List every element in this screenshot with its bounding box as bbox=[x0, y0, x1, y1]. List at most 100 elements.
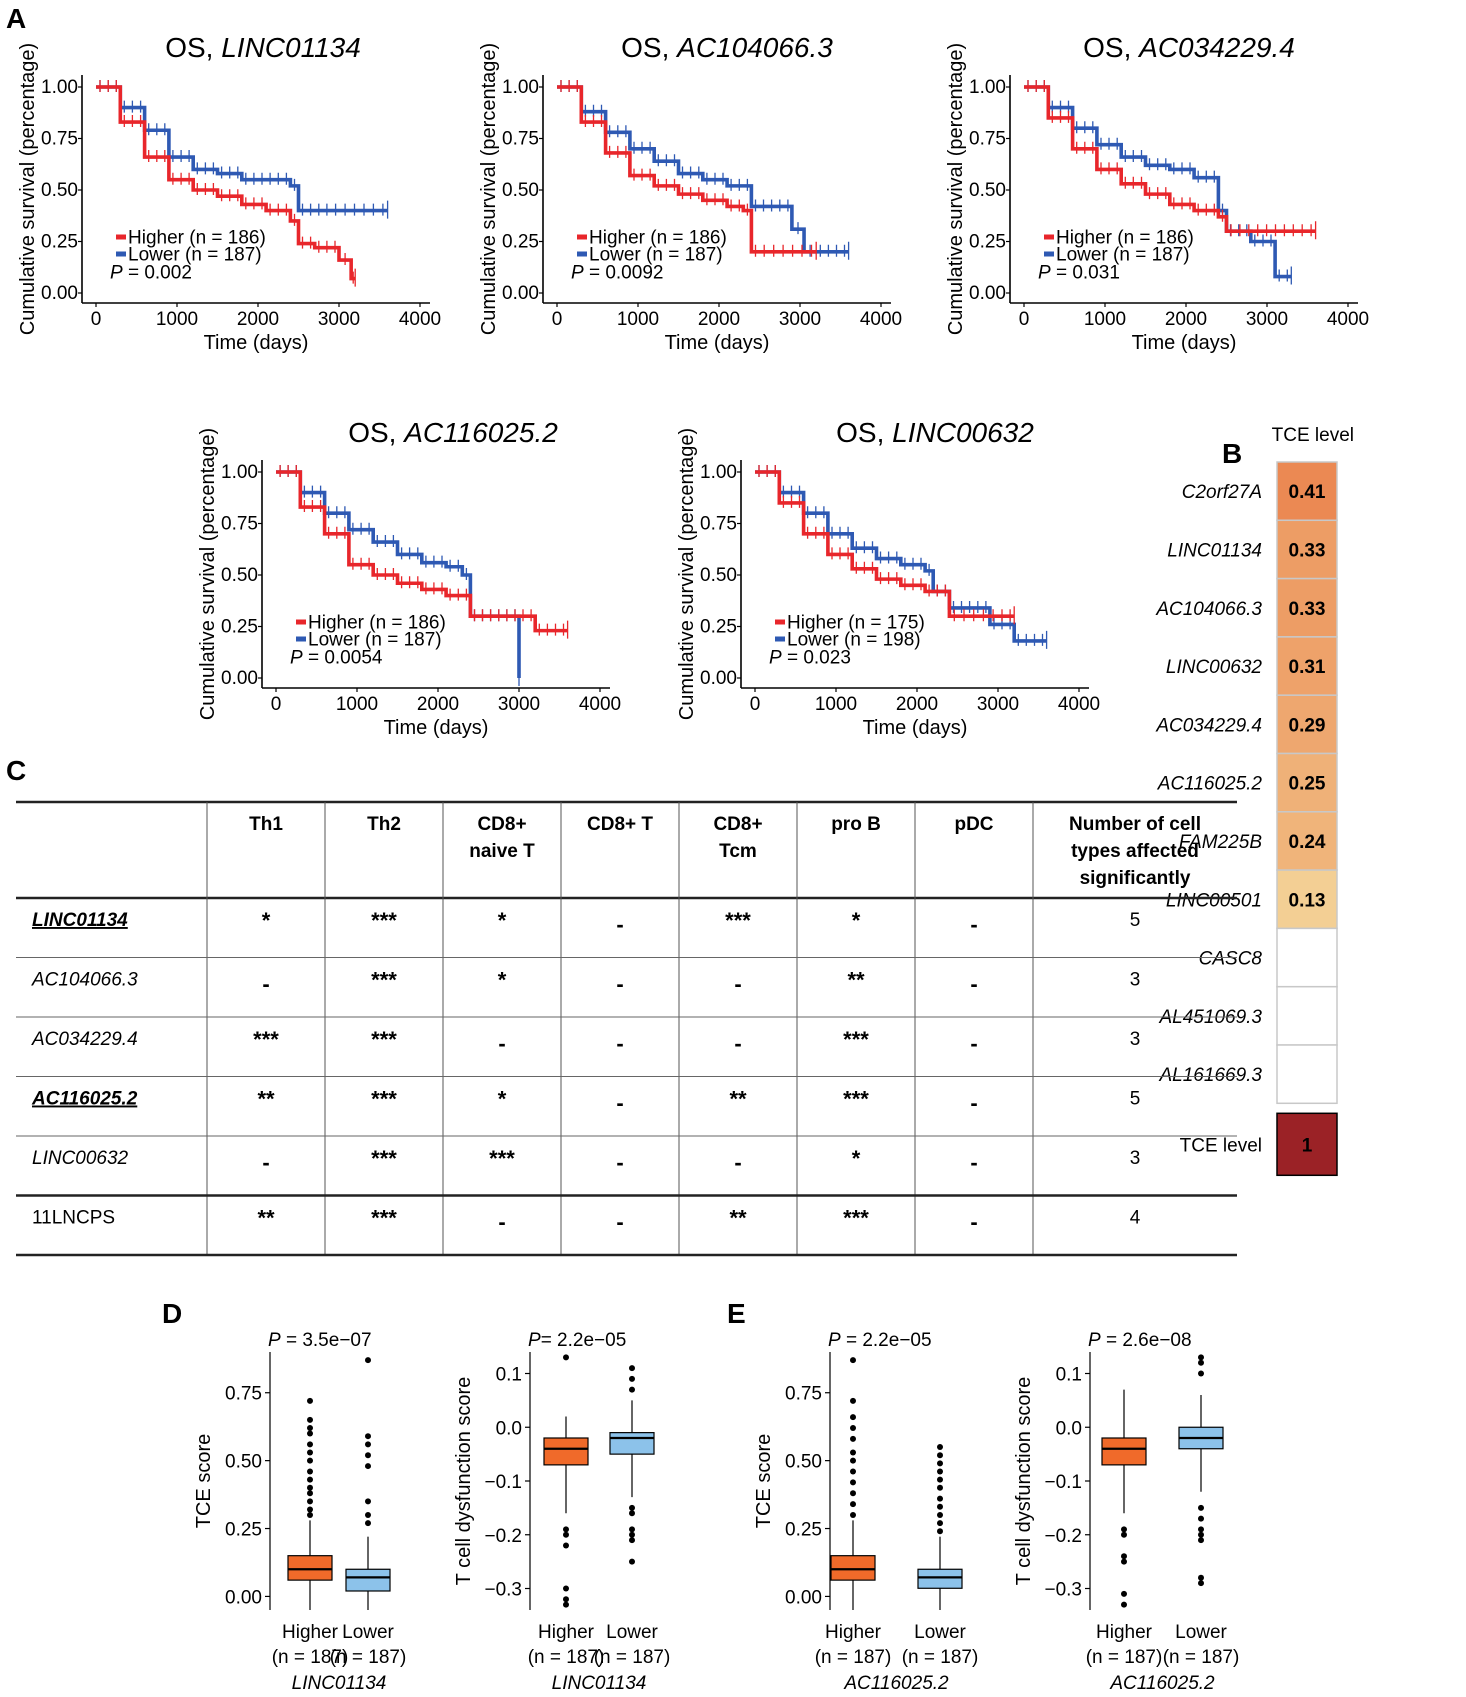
box-outlier bbox=[307, 1430, 313, 1437]
box-outlier bbox=[307, 1397, 313, 1404]
table-cell-significance: * bbox=[262, 908, 271, 933]
heatmap-gene-label: CASC8 bbox=[1199, 949, 1263, 970]
table-column-header: types affected bbox=[1071, 841, 1199, 862]
km-title-prefix: OS, bbox=[836, 417, 892, 448]
box-y-tick-label: 0.00 bbox=[225, 1587, 262, 1608]
box-group-label: Higher bbox=[538, 1622, 595, 1643]
box-outlier bbox=[937, 1528, 943, 1535]
heatmap-cell-label: 0.24 bbox=[1289, 832, 1326, 853]
heatmap-gene-label: AL161669.3 bbox=[1159, 1065, 1263, 1086]
legend-label-higher: Higher (n = 186) bbox=[308, 613, 446, 634]
p-value-text: = 3.5e−07 bbox=[281, 1330, 372, 1351]
box-group-label: Higher bbox=[282, 1622, 339, 1643]
km-y-tick-label: 0.00 bbox=[221, 668, 258, 689]
box-outlier bbox=[365, 1498, 371, 1505]
km-x-tick-label: 4000 bbox=[860, 309, 902, 330]
heatmap-cell bbox=[1276, 1044, 1338, 1105]
p-symbol: P bbox=[528, 1330, 541, 1351]
panel-label-e: E bbox=[727, 1298, 746, 1329]
km-p-value: P = 0.031 bbox=[1038, 263, 1120, 284]
table-cell-significance: *** bbox=[371, 1027, 397, 1052]
km-y-tick-label: 0.50 bbox=[502, 180, 539, 201]
box-y-tick-label: 0.50 bbox=[225, 1452, 262, 1473]
box-outlier bbox=[629, 1558, 635, 1565]
box-group-label: Lower bbox=[1175, 1622, 1227, 1643]
box-outlier bbox=[1198, 1515, 1204, 1522]
box-outlier bbox=[850, 1425, 856, 1432]
box-outlier bbox=[850, 1397, 856, 1404]
table-cell-significance: * bbox=[852, 1146, 861, 1171]
box-outlier bbox=[365, 1452, 371, 1459]
box-outlier bbox=[937, 1476, 943, 1483]
box-y-tick-label: 0.75 bbox=[785, 1384, 822, 1405]
panel-label-a: A bbox=[6, 3, 26, 34]
km-y-tick-label: 0.50 bbox=[700, 565, 737, 586]
legend-label-lower: Lower (n = 198) bbox=[787, 630, 921, 651]
km-y-axis-label: Cumulative survival (percentage) bbox=[197, 428, 219, 720]
table-cell-dash: - bbox=[734, 1031, 741, 1056]
box-outlier bbox=[1121, 1553, 1127, 1560]
box-outlier bbox=[1198, 1537, 1204, 1544]
km-x-axis-label: Time (days) bbox=[384, 717, 489, 739]
km-x-axis-label: Time (days) bbox=[1132, 332, 1237, 354]
km-title-prefix: OS, bbox=[165, 32, 221, 63]
table-column-header: pDC bbox=[954, 814, 993, 835]
box-outlier bbox=[563, 1531, 569, 1538]
heatmap-gene-label: AC034229.4 bbox=[1155, 715, 1262, 736]
km-plot-1: OS, LINC01134 0.00 0.25 0.50 0.75 1.00 0 1000 20… bbox=[17, 32, 441, 354]
box-outlier bbox=[307, 1425, 313, 1432]
box-higher bbox=[287, 1555, 333, 1581]
heatmap-legend-label: TCE level bbox=[1180, 1135, 1262, 1156]
km-y-tick-label: 0.00 bbox=[502, 283, 539, 304]
box-outlier bbox=[850, 1435, 856, 1442]
p-value-text: = 2.6e−08 bbox=[1101, 1330, 1192, 1351]
p-symbol: P bbox=[1038, 263, 1051, 284]
km-title-prefix: OS, bbox=[348, 417, 404, 448]
table-cell-significance: *** bbox=[843, 1087, 869, 1112]
box-outlier bbox=[1121, 1601, 1127, 1608]
km-y-tick-label: 0.75 bbox=[700, 514, 737, 535]
table-cell-dash: - bbox=[498, 1210, 505, 1235]
km-title-prefix: OS, bbox=[621, 32, 677, 63]
km-title-prefix: OS, bbox=[1083, 32, 1139, 63]
table-cell-dash: - bbox=[616, 1210, 623, 1235]
table-cell-dash: - bbox=[498, 1031, 505, 1056]
km-x-tick-label: 2000 bbox=[1165, 309, 1207, 330]
box-outlier bbox=[629, 1510, 635, 1517]
box-outlier bbox=[365, 1463, 371, 1470]
km-p-value: P = 0.023 bbox=[769, 648, 851, 669]
table-cell-significance: *** bbox=[489, 1146, 515, 1171]
legend-swatch-lower bbox=[1044, 251, 1054, 257]
heatmap-legend-cell bbox=[1276, 1112, 1338, 1177]
heatmap-cell-label: 0.31 bbox=[1289, 657, 1326, 678]
table-column-header: significantly bbox=[1080, 868, 1191, 889]
box-higher bbox=[1101, 1437, 1147, 1466]
box-outlier bbox=[307, 1484, 313, 1491]
box-outlier bbox=[307, 1441, 313, 1448]
box-y-tick-label: −0.2 bbox=[1044, 1526, 1082, 1547]
box-outlier bbox=[563, 1526, 569, 1533]
heatmap-cell-label: 0.41 bbox=[1289, 482, 1326, 503]
table-column-header: pro B bbox=[831, 814, 881, 835]
panel-d-e-boxplots: 0.00 0.25 0.50 0.75 TCE score P = 3.5e−07 High… bbox=[193, 1330, 1239, 1694]
table-cell-significance: * bbox=[852, 908, 861, 933]
km-x-tick-label: 2000 bbox=[417, 694, 459, 715]
table-cell-significance: *** bbox=[253, 1027, 279, 1052]
box-outlier bbox=[937, 1468, 943, 1475]
box-p-value: P = 3.5e−07 bbox=[268, 1330, 372, 1351]
km-y-tick-label: 1.00 bbox=[41, 77, 78, 98]
km-x-tick-label: 0 bbox=[552, 309, 563, 330]
box-outlier bbox=[307, 1449, 313, 1456]
km-x-tick-label: 3000 bbox=[977, 694, 1019, 715]
legend-swatch-higher bbox=[577, 234, 587, 240]
heatmap-cell-label: 0.33 bbox=[1289, 599, 1326, 620]
table-cell-dash: - bbox=[970, 1031, 977, 1056]
heatmap-cell bbox=[1276, 636, 1338, 696]
box-outlier bbox=[937, 1511, 943, 1518]
table-cell-significance: ** bbox=[729, 1206, 747, 1231]
box-outlier bbox=[850, 1479, 856, 1486]
legend-label-higher: Higher (n = 186) bbox=[1056, 228, 1194, 249]
box-y-tick-label: 0.1 bbox=[496, 1365, 522, 1386]
box-group-label: Lower bbox=[606, 1622, 658, 1643]
p-value-text: = 0.031 bbox=[1051, 263, 1120, 284]
